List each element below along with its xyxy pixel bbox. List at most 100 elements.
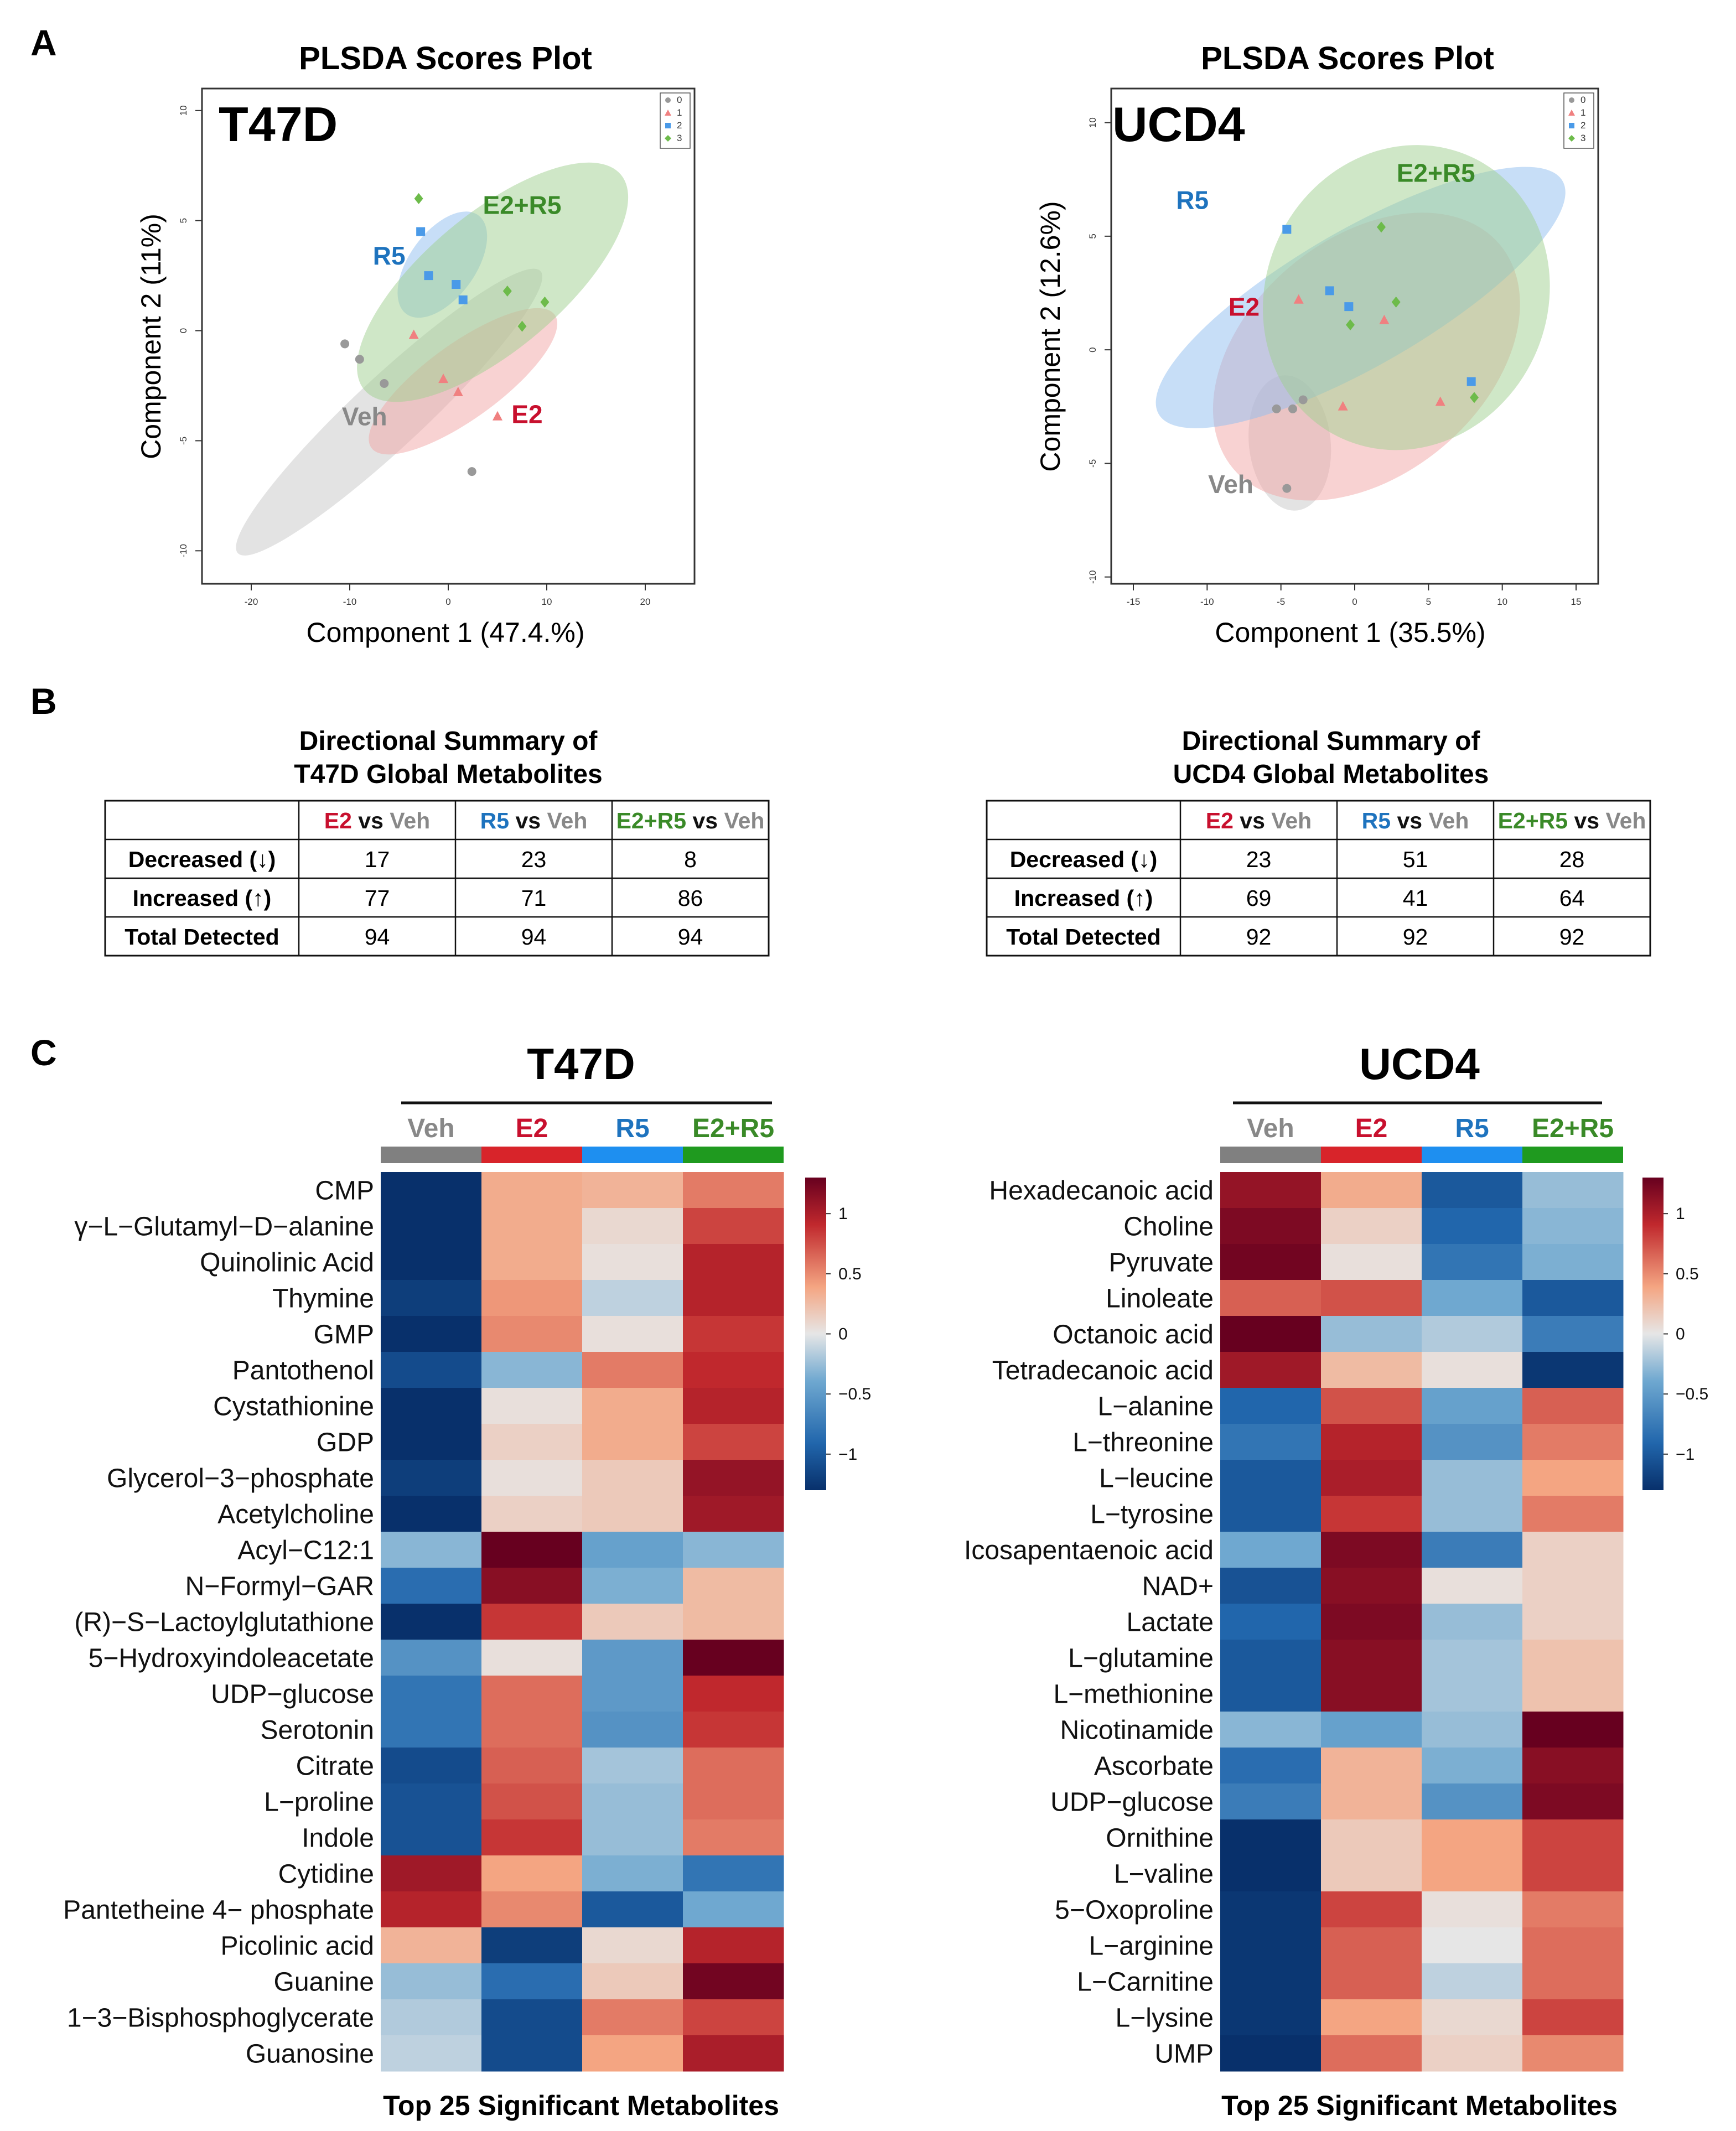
heat-cell: [1522, 1208, 1624, 1245]
group-label-r5: R5: [1176, 186, 1209, 215]
point-r5-2: [452, 280, 461, 289]
heat-cell: [582, 1604, 683, 1640]
point-veh-3: [467, 467, 476, 476]
x-tick-label: -15: [1127, 597, 1141, 607]
heat-cell: [1422, 1999, 1523, 2036]
legend-label-2: 2: [1580, 120, 1585, 131]
heat-cell: [381, 1748, 482, 1784]
heat-cell: [683, 1604, 784, 1640]
column-label-e2: E2: [516, 1114, 548, 1143]
color-legend-bar: [805, 1178, 826, 1490]
x-tick-label: -10: [343, 597, 357, 607]
row-label: Lactate: [1127, 1608, 1214, 1637]
table-header-r5-vs-veh: R5 vs Veh: [480, 808, 588, 833]
heat-cell: [683, 1963, 784, 2000]
plsda-t47d-ylabel: Component 2 (11%): [136, 214, 167, 459]
heat-cell: [481, 1172, 583, 1209]
heat-cell: [1321, 1712, 1422, 1748]
heat-cell: [582, 1999, 683, 2036]
heat-cell: [1220, 1460, 1322, 1496]
heat-cell: [1321, 1172, 1422, 1209]
row-label: L−leucine: [1099, 1464, 1214, 1494]
x-tick-label: -5: [1277, 597, 1285, 607]
heat-cell: [1522, 1316, 1624, 1352]
row-label: CMP: [315, 1176, 374, 1206]
heat-cell: [582, 1316, 683, 1352]
heat-cell: [1422, 1460, 1523, 1496]
legend-label-2: 2: [677, 120, 682, 131]
heat-cell: [582, 1855, 683, 1892]
row-label: Picolinic acid: [221, 1932, 374, 1961]
y-tick-label: -10: [178, 544, 189, 558]
row-label: Pantothenol: [232, 1356, 374, 1386]
heat-cell: [481, 1280, 583, 1316]
heat-cell: [481, 1963, 583, 2000]
point-e2-r5-2: [1391, 296, 1401, 308]
heat-cell: [381, 2035, 482, 2072]
row-label: Serotonin: [261, 1716, 374, 1745]
point-e2-r5-3: [540, 296, 550, 308]
heat-cell: [381, 1172, 482, 1209]
group-label-e2: E2: [1229, 293, 1260, 322]
x-tick-label: 15: [1571, 597, 1582, 607]
heat-cell: [1321, 1676, 1422, 1712]
y-tick-label: 10: [1087, 117, 1098, 128]
point-e2-0: [408, 329, 419, 339]
heat-cell: [1321, 1460, 1422, 1496]
heat-cell: [1321, 1496, 1422, 1532]
heat-cell: [1422, 1352, 1523, 1388]
legend-marker-3: [1568, 135, 1575, 142]
heat-cell: [1220, 1676, 1322, 1712]
table-cell: 94: [521, 924, 547, 950]
row-label: UDP−glucose: [1050, 1788, 1214, 1817]
column-bar-e2-r5: [683, 1147, 784, 1163]
heat-cell: [1220, 2035, 1322, 2072]
heat-cell: [1522, 1640, 1624, 1676]
heat-cell: [1321, 1748, 1422, 1784]
heat-cell: [381, 1388, 482, 1424]
legend-tick-label: 0.5: [838, 1265, 862, 1283]
table-cell: 94: [365, 924, 390, 950]
heat-cell: [1220, 1532, 1322, 1568]
heat-cell: [683, 1927, 784, 1964]
legend-tick-label: 0: [1676, 1325, 1685, 1344]
heat-cell: [1321, 1532, 1422, 1568]
x-tick-label: -10: [1200, 597, 1214, 607]
row-label: L−lysine: [1116, 2004, 1214, 2033]
heat-cell: [1220, 1604, 1322, 1640]
heat-cell: [683, 1748, 784, 1784]
legend-box: [660, 92, 691, 149]
group-label-r5: R5: [373, 241, 406, 270]
heat-cell: [582, 1424, 683, 1460]
table-row-label: Total Detected: [1006, 924, 1160, 950]
heat-cell: [1522, 1352, 1624, 1388]
row-label: Acyl−C12:1: [237, 1536, 374, 1565]
group-label-e2-r5: E2+R5: [483, 191, 562, 220]
legend-marker-0: [1569, 97, 1574, 103]
row-label: N−Formyl−GAR: [185, 1572, 374, 1601]
heatmap-ucd4-footer: Top 25 Significant Metabolites: [1221, 2090, 1618, 2121]
row-label: Cystathionine: [213, 1392, 374, 1422]
heat-cell: [381, 1316, 482, 1352]
heat-cell: [381, 1460, 482, 1496]
table-cell: 92: [1403, 924, 1428, 950]
legend-marker-1: [665, 110, 671, 116]
column-label-e2-r5: E2+R5: [692, 1114, 774, 1143]
row-label: Icosapentaenoic acid: [964, 1536, 1214, 1565]
legend-tick-label: 0.5: [1676, 1265, 1699, 1283]
heat-cell: [683, 1712, 784, 1748]
heat-cell: [582, 1819, 683, 1856]
row-label: Cytidine: [278, 1860, 374, 1889]
heat-cell: [582, 2035, 683, 2072]
row-label: L−proline: [264, 1788, 374, 1817]
x-tick-label: 10: [1497, 597, 1507, 607]
heat-cell: [683, 1244, 784, 1280]
heat-cell: [582, 1244, 683, 1280]
row-label: Octanoic acid: [1053, 1320, 1214, 1350]
heat-cell: [1422, 1676, 1523, 1712]
column-label-e2: E2: [1355, 1114, 1388, 1143]
heat-cell: [481, 1532, 583, 1568]
heat-cell: [381, 1568, 482, 1604]
ellipse-e2-r5: [1263, 145, 1550, 450]
point-r5-0: [416, 227, 426, 236]
